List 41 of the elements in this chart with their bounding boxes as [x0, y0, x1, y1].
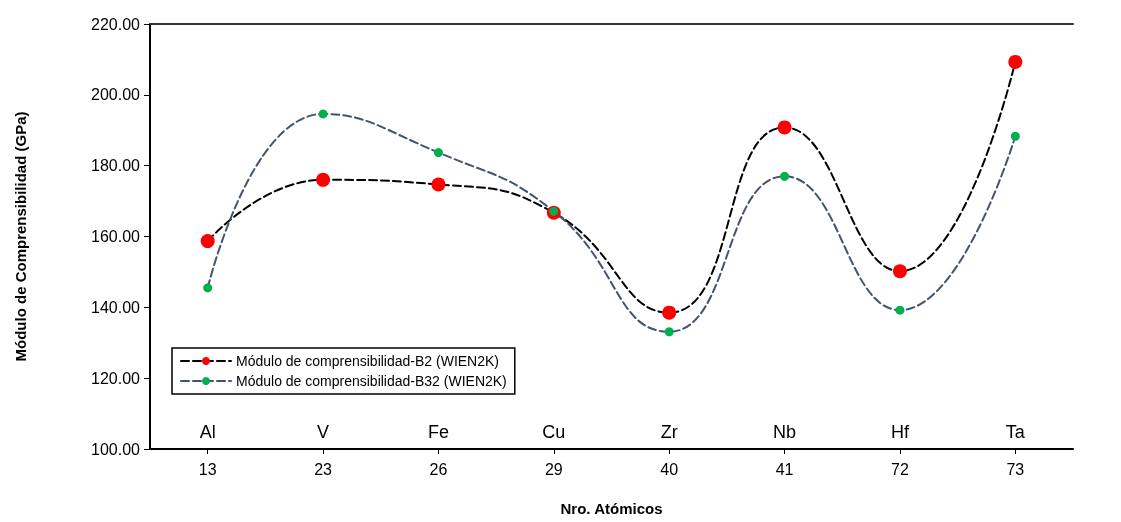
x-tick-label: 29: [544, 460, 563, 478]
point: [1010, 131, 1020, 141]
point: [318, 109, 328, 119]
x-tick-label: 13: [198, 460, 217, 478]
point: [431, 177, 446, 192]
annotation: Zr: [660, 422, 678, 442]
y-axis-title: Módulo de Comprensibilidad (GPa): [12, 111, 29, 362]
y-tick-label: 200.00: [91, 86, 141, 104]
x-tick-label: 23: [314, 460, 333, 478]
point: [316, 172, 331, 187]
legend-label: Módulo de comprensibilidad-B2 (WIEN2K): [236, 353, 499, 369]
y-tick-label: 100.00: [91, 440, 141, 458]
point: [200, 234, 215, 249]
point: [662, 305, 677, 320]
y-tick-label: 140.00: [91, 298, 141, 316]
y-tick-label: 220.00: [91, 15, 141, 33]
annotation: V: [317, 422, 330, 442]
y-tick-label: 180.00: [91, 157, 141, 175]
legend-label: Módulo de comprensibilidad-B32 (WIEN2K): [236, 373, 507, 389]
annotation: Ta: [1005, 422, 1026, 442]
x-tick-label: 26: [429, 460, 448, 478]
x-axis-title: Nro. Atómicos: [560, 500, 663, 517]
x-tick-label: 73: [1006, 460, 1025, 478]
annotation: Fe: [427, 422, 449, 442]
y-tick-label: 160.00: [91, 228, 141, 245]
point: [780, 171, 790, 181]
annotation: Cu: [542, 422, 566, 442]
point: [203, 283, 213, 293]
point: [777, 120, 792, 135]
annotation: Nb: [773, 422, 797, 442]
annotation: Hf: [890, 422, 910, 442]
x-tick-label: 72: [891, 460, 909, 478]
point: [1008, 54, 1023, 69]
point: [664, 327, 674, 337]
point: [433, 148, 443, 158]
point: [892, 264, 907, 279]
x-tick-label: 40: [660, 460, 679, 478]
x-tick-label: 41: [775, 460, 794, 478]
point: [895, 305, 905, 315]
annotation: Al: [199, 422, 216, 442]
y-tick-label: 120.00: [91, 369, 141, 387]
